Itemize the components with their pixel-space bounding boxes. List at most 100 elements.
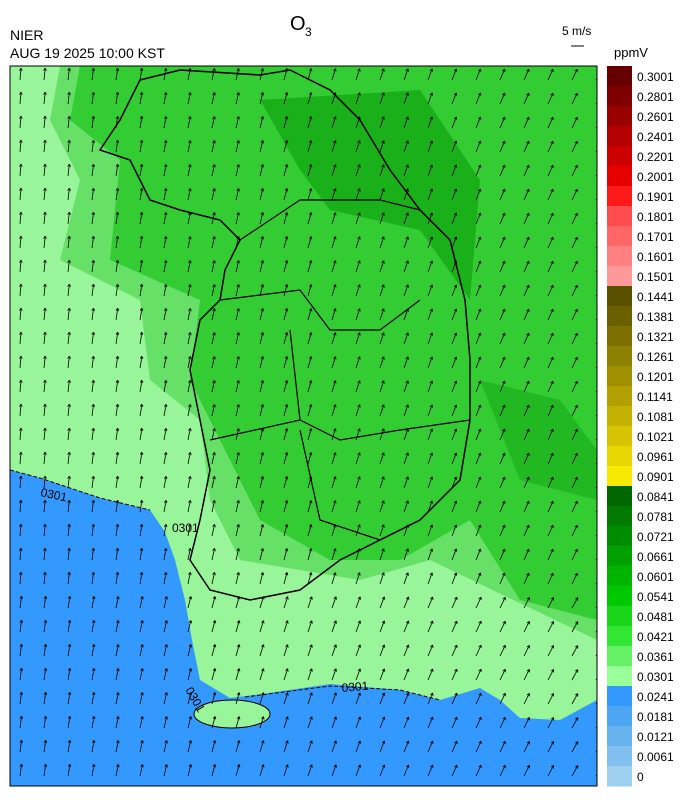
colorbar-cell xyxy=(607,726,632,747)
wind-arrow xyxy=(307,668,313,681)
wind-arrow xyxy=(115,403,120,417)
colorbar-label: 0.0781 xyxy=(637,510,674,524)
wind-arrow xyxy=(307,428,313,441)
wind-arrow xyxy=(379,620,386,633)
wind-arrow xyxy=(43,595,48,609)
wind-arrow xyxy=(571,92,578,105)
colorbar-label: 0.0841 xyxy=(637,490,674,504)
colorbar-cell xyxy=(607,246,632,267)
wind-arrow xyxy=(187,283,192,297)
wind-arrow xyxy=(451,476,458,489)
wind-arrow xyxy=(67,91,71,105)
wind-arrow xyxy=(547,717,555,729)
wind-arrow xyxy=(19,283,23,297)
wind-arrow xyxy=(355,620,362,633)
wind-arrow xyxy=(475,332,482,345)
wind-arrow xyxy=(43,331,47,345)
colorbar-label: 0.0301 xyxy=(637,670,674,684)
wind-arrow xyxy=(19,115,23,129)
colorbar-cell xyxy=(607,566,632,587)
wind-arrow xyxy=(67,67,71,81)
wind-arrow xyxy=(547,500,554,513)
wind-arrow xyxy=(43,619,48,633)
wind-arrow xyxy=(235,620,241,633)
wind-arrow xyxy=(451,332,458,345)
wind-arrow xyxy=(139,475,144,489)
wind-arrow xyxy=(475,716,482,729)
wind-arrow xyxy=(91,619,96,633)
colorbar-cell xyxy=(607,666,632,687)
wind-arrow xyxy=(427,308,434,321)
wind-arrow xyxy=(379,260,385,273)
wind-arrow xyxy=(499,116,506,129)
wind-arrow xyxy=(235,380,240,393)
wind-arrow xyxy=(163,764,168,777)
wind-arrow xyxy=(67,571,71,585)
wind-arrow xyxy=(283,716,289,729)
wind-arrow xyxy=(403,212,409,225)
wind-arrow xyxy=(211,356,216,369)
wind-arrow xyxy=(523,452,530,465)
wind-arrow xyxy=(475,164,482,177)
wind-arrow xyxy=(307,572,313,585)
wind-arrow xyxy=(475,284,482,297)
wind-arrow xyxy=(115,115,120,129)
wind-arrow xyxy=(187,499,192,513)
wind-arrow xyxy=(139,427,144,441)
wind-arrow xyxy=(571,452,578,465)
wind-arrow xyxy=(307,524,313,537)
wind-arrow xyxy=(427,548,434,561)
wind-arrow xyxy=(499,452,506,465)
wind-arrow xyxy=(355,476,361,489)
wind-arrow xyxy=(379,380,385,393)
wind-arrow xyxy=(283,284,289,297)
wind-arrow xyxy=(355,764,362,777)
wind-arrow xyxy=(403,572,409,585)
wind-arrow xyxy=(91,715,96,729)
wind-arrow xyxy=(235,140,240,153)
wind-arrow xyxy=(67,307,71,321)
wind-arrow xyxy=(139,91,144,105)
wind-arrow xyxy=(91,691,96,705)
wind-arrow xyxy=(43,763,48,777)
wind-arrow xyxy=(499,260,506,273)
wind-arrow xyxy=(19,139,23,153)
wind-arrow xyxy=(307,236,313,249)
wind-arrow xyxy=(235,500,240,513)
wind-arrow xyxy=(91,307,96,321)
wind-arrow xyxy=(427,452,434,465)
wind-arrow xyxy=(499,140,506,153)
wind-arrow xyxy=(379,548,385,561)
wind-arrow xyxy=(307,596,313,609)
wind-arrow xyxy=(475,740,482,753)
wind-arrow xyxy=(259,332,265,345)
wind-arrow xyxy=(523,524,530,537)
wind-arrow xyxy=(403,620,410,633)
wind-arrow xyxy=(403,164,409,177)
wind-arrow xyxy=(163,547,168,561)
colorbar-cell xyxy=(607,66,632,87)
colorbar-cell xyxy=(607,186,632,207)
wind-arrow xyxy=(211,428,216,441)
wind-arrow xyxy=(211,140,216,153)
wind-arrow xyxy=(19,427,23,441)
wind-arrow xyxy=(307,452,313,465)
colorbar-cell xyxy=(607,166,632,187)
wind-arrow xyxy=(307,500,313,513)
wind-arrow xyxy=(475,116,482,129)
wind-arrow xyxy=(163,307,168,321)
wind-arrow xyxy=(19,667,24,681)
wind-arrow xyxy=(211,380,216,393)
wind-arrow xyxy=(43,235,47,249)
wind-arrow xyxy=(19,523,23,537)
wind-arrow xyxy=(427,524,434,537)
wind-arrow xyxy=(571,68,578,81)
wind-arrow xyxy=(67,163,71,177)
wind-arrow xyxy=(91,475,96,489)
wind-arrow xyxy=(571,236,578,249)
wind-arrow xyxy=(67,427,71,441)
colorbar-label: 0.1601 xyxy=(637,250,674,264)
wind-arrow xyxy=(331,428,337,441)
wind-arrow xyxy=(307,404,313,417)
colorbar-cell xyxy=(607,366,632,387)
